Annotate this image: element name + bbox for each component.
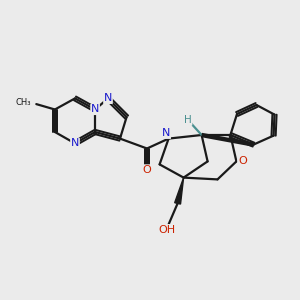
Text: N: N [162, 128, 170, 138]
Text: O: O [238, 156, 247, 166]
Text: N: N [104, 93, 112, 103]
Text: CH₃: CH₃ [15, 98, 31, 107]
Text: N: N [162, 128, 170, 138]
Text: N: N [91, 104, 99, 115]
Text: N: N [71, 138, 79, 148]
Text: N: N [71, 138, 79, 148]
Text: O: O [142, 165, 152, 175]
Polygon shape [175, 178, 184, 204]
Text: N: N [104, 93, 112, 103]
Text: O: O [238, 156, 247, 166]
Text: O: O [142, 165, 152, 175]
Text: OH: OH [158, 225, 176, 235]
Text: CH₃: CH₃ [15, 98, 31, 107]
Text: H: H [184, 115, 192, 125]
Text: N: N [91, 104, 99, 115]
Text: H: H [184, 115, 192, 125]
Text: OH: OH [158, 225, 176, 235]
